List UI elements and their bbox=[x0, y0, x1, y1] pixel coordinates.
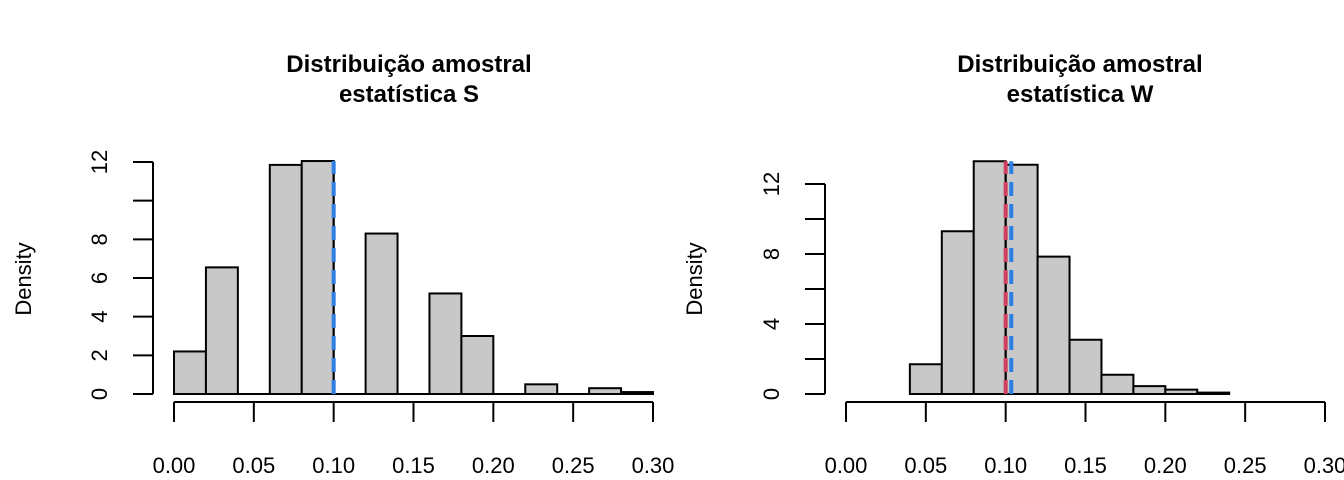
y-axis-label: Density bbox=[11, 242, 36, 315]
chart-title-line-2: estatística W bbox=[1007, 81, 1154, 108]
y-axis-label: Density bbox=[682, 242, 707, 315]
y-tick-label: 12 bbox=[759, 172, 784, 196]
histogram-bar bbox=[204, 266, 239, 395]
histogram-bar bbox=[908, 363, 943, 395]
x-tick-label: 0.05 bbox=[904, 453, 947, 478]
y-tick-label: 12 bbox=[87, 150, 112, 174]
x-axis: 0.00 0.05 0.10 0.15 0.20 0.25 0.30 bbox=[825, 401, 1344, 478]
x-tick-label: 0.15 bbox=[1064, 453, 1107, 478]
histogram-bar bbox=[460, 335, 495, 395]
x-tick-label: 0.30 bbox=[632, 453, 675, 478]
histogram-bar bbox=[364, 232, 399, 395]
histogram-bar bbox=[1132, 385, 1167, 395]
x-axis: 0.00 0.05 0.10 0.15 0.20 0.25 0.30 bbox=[153, 401, 675, 478]
histogram-bar bbox=[972, 160, 1007, 395]
y-tick-label: 0 bbox=[87, 388, 112, 400]
x-tick-label: 0.25 bbox=[552, 453, 595, 478]
histogram-bar bbox=[1068, 338, 1103, 395]
panel-statistic-w: Distribuição amostral estatística W Dens… bbox=[682, 51, 1344, 478]
histogram-bars bbox=[908, 160, 1231, 396]
chart-title-line-1: Distribuição amostral bbox=[286, 51, 531, 78]
y-tick-label: 4 bbox=[87, 311, 112, 323]
y-tick-label: 0 bbox=[759, 388, 784, 400]
y-axis: 0 2 4 6 8 12 bbox=[87, 150, 154, 400]
histogram-bar bbox=[1036, 255, 1071, 395]
x-tick-label: 0.05 bbox=[232, 453, 275, 478]
y-tick-label: 8 bbox=[759, 248, 784, 260]
panel-statistic-s: Distribuição amostral estatística S Dens… bbox=[11, 51, 674, 478]
x-tick-label: 0.15 bbox=[392, 453, 435, 478]
y-tick-label: 8 bbox=[87, 233, 112, 245]
histogram-bar bbox=[1100, 373, 1135, 395]
x-tick-label: 0.00 bbox=[153, 453, 196, 478]
chart-title-line-1: Distribuição amostral bbox=[957, 51, 1202, 78]
histogram-bar bbox=[268, 163, 303, 395]
x-tick-label: 0.10 bbox=[312, 453, 355, 478]
histogram-bar bbox=[428, 292, 463, 396]
y-tick-label: 2 bbox=[87, 349, 112, 361]
histogram-bar bbox=[173, 350, 207, 396]
reference-lines bbox=[1003, 161, 1014, 394]
chart-title-line-2: estatística S bbox=[339, 81, 479, 108]
x-tick-label: 0.00 bbox=[825, 453, 868, 478]
x-tick-label: 0.20 bbox=[1144, 453, 1187, 478]
y-tick-label: 6 bbox=[87, 272, 112, 284]
histogram-bar bbox=[524, 383, 559, 396]
histogram-bar bbox=[940, 230, 975, 395]
y-tick-label: 4 bbox=[759, 318, 784, 330]
y-axis: 0 4 8 12 bbox=[759, 172, 826, 400]
histogram-bars bbox=[173, 160, 654, 396]
x-tick-label: 0.30 bbox=[1304, 453, 1344, 478]
x-tick-label: 0.10 bbox=[984, 453, 1027, 478]
x-tick-label: 0.20 bbox=[472, 453, 515, 478]
x-tick-label: 0.25 bbox=[1224, 453, 1267, 478]
histogram-bar bbox=[300, 160, 335, 395]
